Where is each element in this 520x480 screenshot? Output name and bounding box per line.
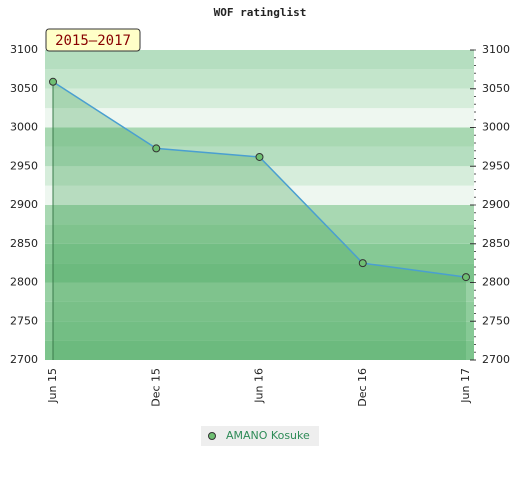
stripe [45,224,474,244]
y2-tick-label: 2750 [482,314,510,327]
y-tick-label: 3100 [10,43,38,56]
x-tick-label: Jun 17 [459,368,472,404]
y-tick-label: 2700 [10,353,38,366]
y2-tick-label: 3050 [482,82,510,95]
badge-box [45,28,141,52]
y2-tick-label: 2700 [482,353,510,366]
stripe [45,321,474,341]
y2-tick-label: 2900 [482,198,510,211]
data-point [152,144,161,153]
stripe [45,263,474,283]
y2-tick-label: 3100 [482,43,510,56]
stripe [45,69,474,89]
y-tick-label: 2800 [10,276,38,289]
stripe [45,282,474,302]
x-tick-label: Dec 16 [356,368,369,407]
chart-title: WOF ratinglist [214,6,307,19]
stripe [45,243,474,264]
y-tick-label: 2900 [10,198,38,211]
x-tick-label: Jun 16 [253,368,266,404]
x-tick-label: Dec 15 [149,368,162,407]
stripe [45,88,474,109]
data-point [49,77,57,86]
y2-tick-label: 2850 [482,237,510,250]
legend-box [201,426,319,446]
legend-marker [208,432,216,440]
legend-label: AMANO Kosuke [226,429,310,442]
stripe [45,50,474,70]
stripe [45,127,474,147]
data-point [462,273,470,282]
data-point [255,152,264,161]
stripe [45,185,474,205]
stripe [45,205,474,225]
background [45,50,474,360]
y2-tick-label: 3000 [482,121,510,134]
y-tick-label: 3050 [10,82,38,95]
y2-tick-label: 2950 [482,159,510,172]
y-tick-label: 3000 [10,121,38,134]
y-tick-label: 2850 [10,237,38,250]
stripe [45,108,474,128]
y-tick-label: 2950 [10,159,38,172]
badge: 2015–2017 [55,33,131,49]
stripe [45,340,474,360]
x-tick-label: Jun 15 [46,368,59,404]
stripe [45,166,474,186]
y2-tick-label: 2800 [482,276,510,289]
data-point [358,259,367,268]
y-tick-label: 2750 [10,314,38,327]
stripe [45,301,474,322]
